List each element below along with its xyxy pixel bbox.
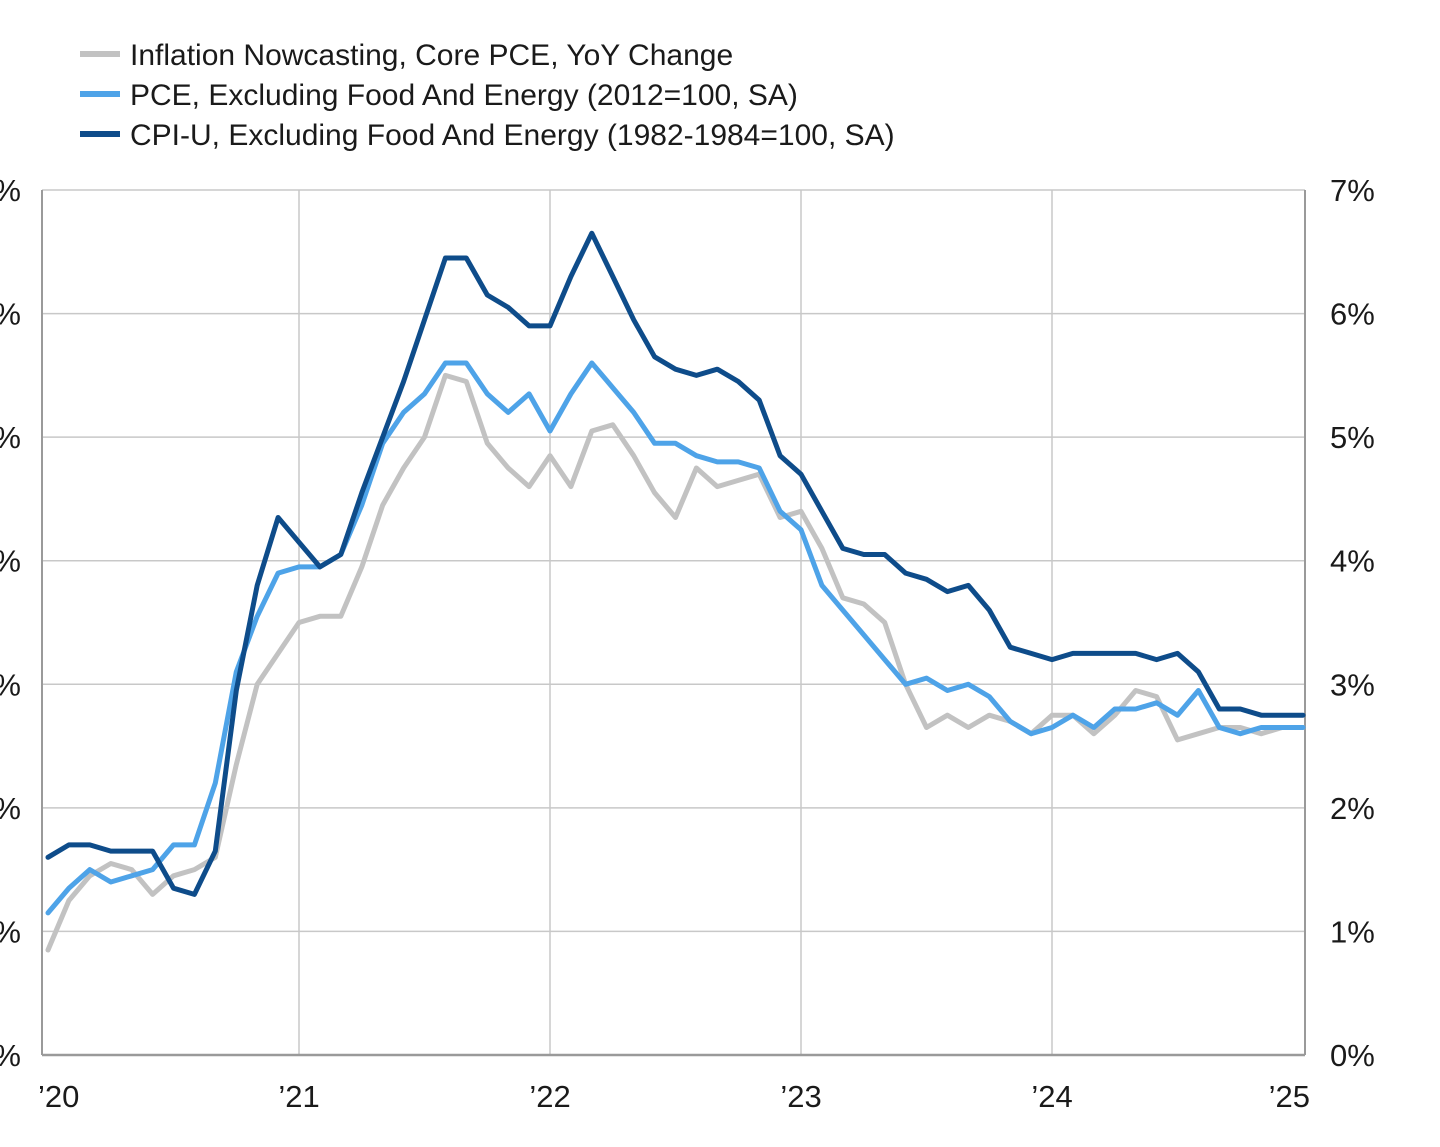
right-tick-label: 1% <box>1330 914 1375 949</box>
x-tick-label: ’23 <box>780 1079 821 1114</box>
left-tick-label: % <box>0 544 21 579</box>
right-tick-label: 5% <box>1330 420 1375 455</box>
left-tick-label: % <box>0 420 21 455</box>
grid-lines <box>41 189 1306 1055</box>
left-tick-label: % <box>0 667 21 702</box>
x-tick-label: ’25 <box>1269 1079 1310 1114</box>
left-y-tick-labels: %%%%%%%% <box>0 173 21 1073</box>
legend: Inflation Nowcasting, Core PCE, YoY Chan… <box>80 39 895 152</box>
series-line-1 <box>45 372 1306 953</box>
right-tick-label: 3% <box>1330 667 1375 702</box>
right-tick-label: 0% <box>1330 1038 1375 1073</box>
right-tick-label: 6% <box>1330 297 1375 332</box>
x-tick-labels: ’20 ’21 ’22 ’23 ’24 ’25 <box>38 1079 1310 1114</box>
series-line-3 <box>45 230 1306 897</box>
legend-label: CPI-U, Excluding Food And Energy (1982-1… <box>130 119 895 152</box>
right-y-tick-labels: 0% 1% 2% 3% 4% 5% 6% 7% <box>1330 173 1375 1073</box>
right-tick-label: 2% <box>1330 791 1375 826</box>
x-tick-label: ’21 <box>278 1079 319 1114</box>
x-tick-label: ’20 <box>38 1079 79 1114</box>
series-line-2 <box>45 360 1306 916</box>
series-lines <box>45 230 1306 953</box>
left-tick-label: % <box>0 173 21 208</box>
x-tick-label: ’24 <box>1031 1079 1072 1114</box>
x-tick-label: ’22 <box>529 1079 570 1114</box>
legend-label: PCE, Excluding Food And Energy (2012=100… <box>130 79 798 112</box>
left-tick-label: % <box>0 1038 21 1073</box>
left-tick-label: % <box>0 791 21 826</box>
axis-lines <box>41 190 1306 1057</box>
legend-label: Inflation Nowcasting, Core PCE, YoY Chan… <box>130 39 733 72</box>
right-tick-label: 7% <box>1330 173 1375 208</box>
left-tick-label: % <box>0 297 21 332</box>
left-tick-label: % <box>0 914 21 949</box>
right-tick-label: 4% <box>1330 544 1375 579</box>
